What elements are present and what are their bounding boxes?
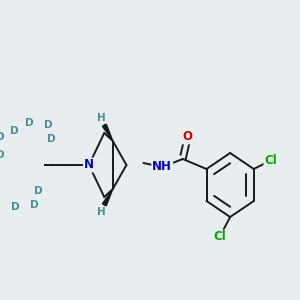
- Text: D: D: [30, 200, 39, 210]
- Text: Cl: Cl: [214, 230, 226, 244]
- Text: D: D: [0, 132, 4, 142]
- Text: Cl: Cl: [264, 154, 277, 167]
- Text: D: D: [44, 120, 52, 130]
- Text: O: O: [183, 130, 193, 143]
- Text: D: D: [10, 126, 18, 136]
- Text: D: D: [25, 118, 34, 128]
- Text: D: D: [34, 186, 42, 196]
- Polygon shape: [103, 124, 113, 141]
- Text: H: H: [97, 113, 106, 123]
- Text: N: N: [84, 158, 94, 172]
- Text: D: D: [47, 134, 56, 144]
- Polygon shape: [103, 189, 113, 206]
- Text: H: H: [97, 207, 106, 217]
- Text: D: D: [11, 202, 20, 212]
- Text: D: D: [0, 150, 4, 160]
- Text: NH: NH: [152, 160, 172, 173]
